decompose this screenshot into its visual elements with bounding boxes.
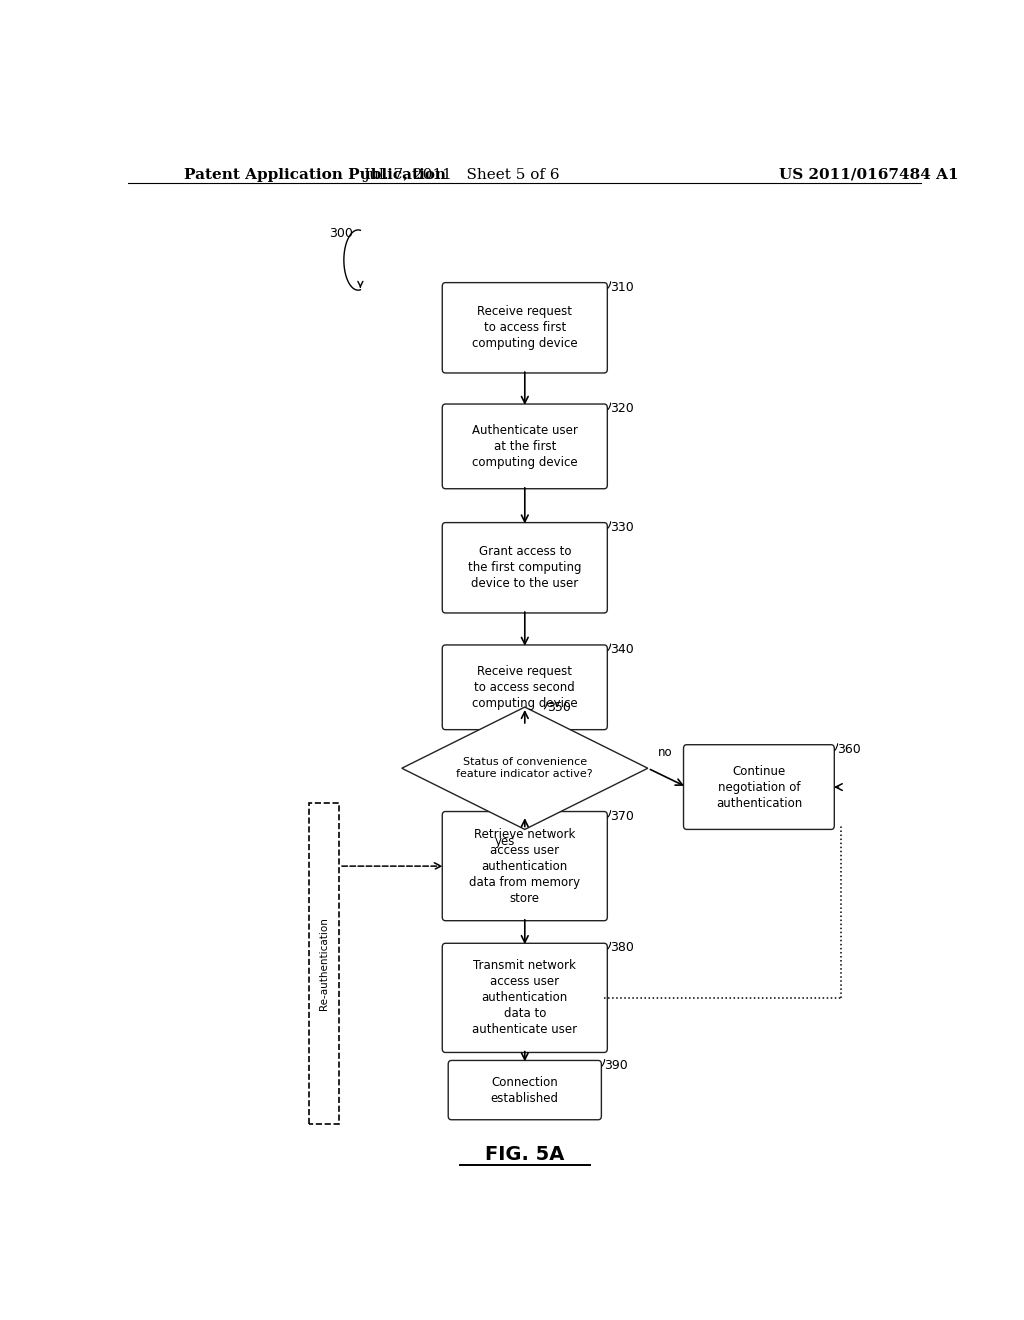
Text: 350: 350 bbox=[547, 701, 571, 714]
Text: Receive request
to access first
computing device: Receive request to access first computin… bbox=[472, 305, 578, 350]
Text: 320: 320 bbox=[610, 403, 634, 416]
Text: 310: 310 bbox=[610, 281, 634, 294]
Text: 380: 380 bbox=[610, 941, 635, 954]
FancyBboxPatch shape bbox=[449, 1060, 601, 1119]
Text: Receive request
to access second
computing device: Receive request to access second computi… bbox=[472, 665, 578, 710]
Text: Transmit network
access user
authentication
data to
authenticate user: Transmit network access user authenticat… bbox=[472, 960, 578, 1036]
Text: Authenticate user
at the first
computing device: Authenticate user at the first computing… bbox=[472, 424, 578, 469]
FancyBboxPatch shape bbox=[442, 523, 607, 612]
Text: 370: 370 bbox=[610, 809, 635, 822]
FancyBboxPatch shape bbox=[442, 404, 607, 488]
Text: 300: 300 bbox=[329, 227, 352, 240]
Polygon shape bbox=[401, 708, 648, 829]
Text: Jul. 7, 2011   Sheet 5 of 6: Jul. 7, 2011 Sheet 5 of 6 bbox=[362, 168, 560, 182]
Text: no: no bbox=[658, 746, 673, 759]
Text: Connection
established: Connection established bbox=[490, 1076, 559, 1105]
Text: 390: 390 bbox=[604, 1059, 629, 1072]
FancyBboxPatch shape bbox=[442, 812, 607, 921]
FancyBboxPatch shape bbox=[442, 282, 607, 374]
Text: FIG. 5A: FIG. 5A bbox=[485, 1144, 564, 1164]
FancyBboxPatch shape bbox=[442, 944, 607, 1052]
Text: Re-authentication: Re-authentication bbox=[319, 917, 329, 1010]
Text: Grant access to
the first computing
device to the user: Grant access to the first computing devi… bbox=[468, 545, 582, 590]
Text: 330: 330 bbox=[610, 520, 634, 533]
Text: Retrieve network
access user
authentication
data from memory
store: Retrieve network access user authenticat… bbox=[469, 828, 581, 904]
Text: yes: yes bbox=[495, 836, 515, 847]
Text: Patent Application Publication: Patent Application Publication bbox=[183, 168, 445, 182]
Text: Continue
negotiation of
authentication: Continue negotiation of authentication bbox=[716, 764, 802, 809]
Text: US 2011/0167484 A1: US 2011/0167484 A1 bbox=[778, 168, 958, 182]
FancyBboxPatch shape bbox=[442, 645, 607, 730]
Text: 360: 360 bbox=[838, 743, 861, 756]
FancyBboxPatch shape bbox=[684, 744, 835, 829]
Text: Status of convenience
feature indicator active?: Status of convenience feature indicator … bbox=[457, 758, 593, 779]
Text: 340: 340 bbox=[610, 643, 634, 656]
